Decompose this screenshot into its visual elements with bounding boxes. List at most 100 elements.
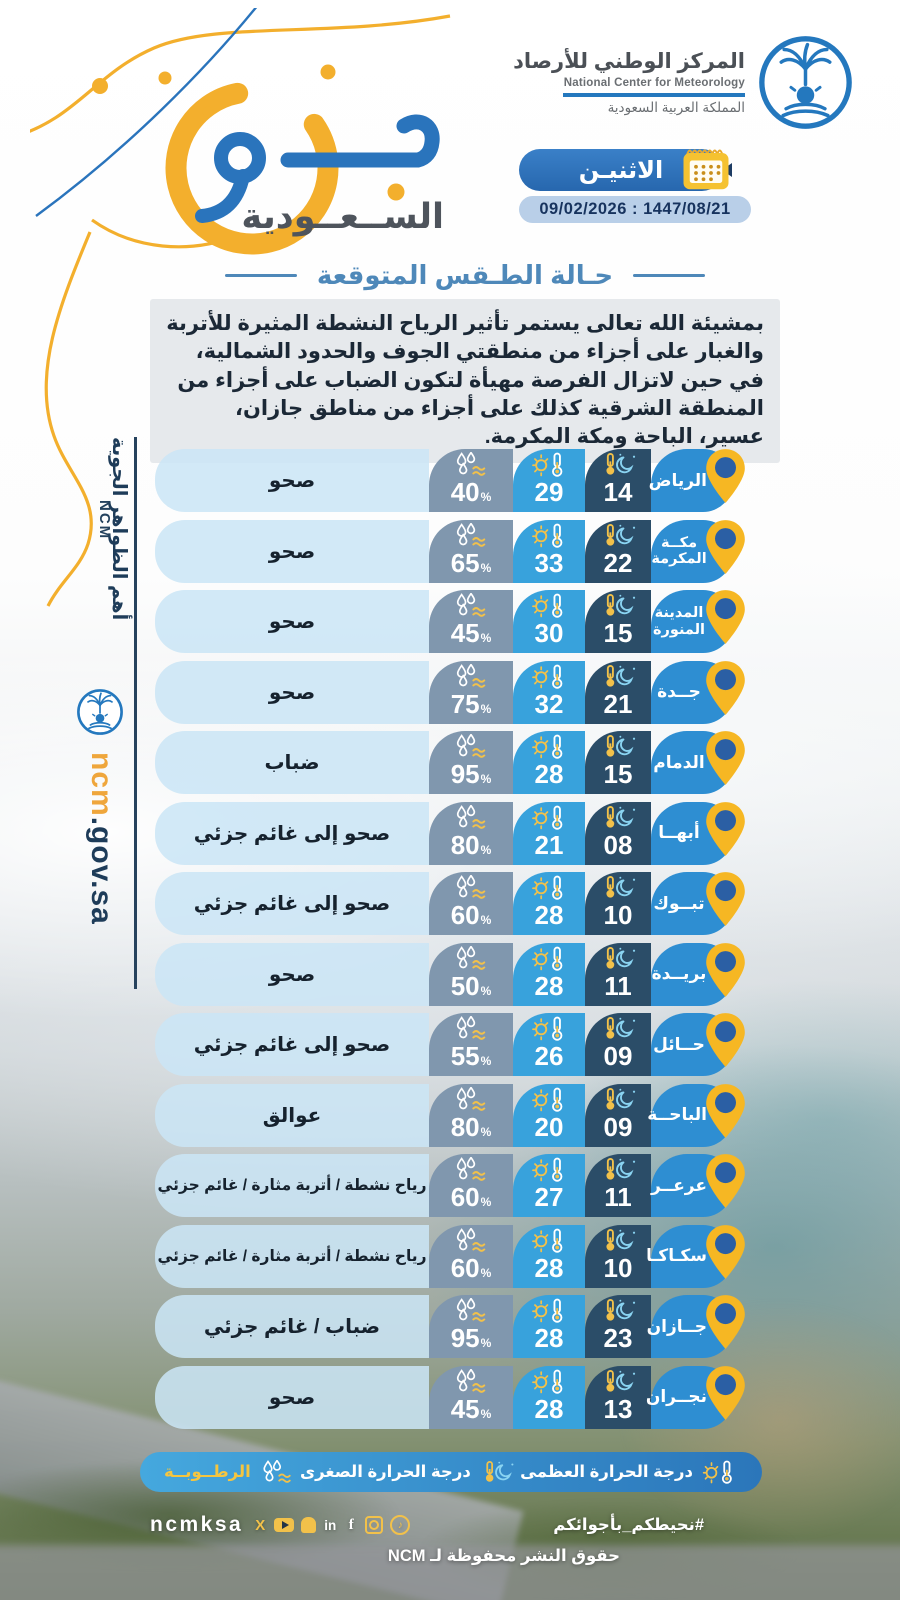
city-name: سكـاكـا bbox=[646, 1246, 707, 1266]
calendar-icon bbox=[681, 143, 731, 193]
date-banner: الاثنيـن 09/02/2026 : 1447/08/21 bbox=[519, 149, 751, 223]
legend-max-label: درجة الحرارة العظمى bbox=[520, 1463, 693, 1481]
hashtag[interactable]: #نحيطكم_بأجوائكم bbox=[553, 1516, 704, 1534]
humidity-value: 80 bbox=[450, 1111, 480, 1142]
snapchat-icon[interactable] bbox=[301, 1517, 317, 1533]
sun-thermometer-icon bbox=[700, 1460, 738, 1484]
moon-thermometer-icon bbox=[596, 734, 640, 759]
city-name: تبــوك bbox=[653, 893, 705, 913]
max-temp-value: 32 bbox=[534, 688, 564, 719]
city-name: المدينة المنورة bbox=[652, 605, 706, 638]
condition-text: ضباب bbox=[264, 752, 320, 774]
min-temp-cell: 23 bbox=[585, 1295, 651, 1358]
humidity-value: 50 bbox=[450, 970, 480, 1001]
min-temp-value: 22 bbox=[603, 547, 633, 578]
sun-thermometer-icon bbox=[527, 946, 571, 971]
humidity-value: 60 bbox=[450, 900, 480, 930]
x-icon[interactable] bbox=[253, 1516, 267, 1534]
humidity-icon bbox=[449, 1228, 493, 1253]
copyright-text: حقوق النشر محفوظة لـ NCM bbox=[387, 1547, 621, 1565]
humidity-icon bbox=[449, 1157, 493, 1182]
moon-thermometer-icon bbox=[596, 1016, 640, 1041]
legend-humidity-label: الرطــوبــة bbox=[164, 1463, 251, 1481]
location-pin-icon bbox=[702, 1292, 749, 1352]
humidity-icon bbox=[449, 1016, 493, 1041]
min-temp-value: 21 bbox=[603, 688, 633, 719]
percent-sign: % bbox=[480, 631, 492, 645]
section-title: حـالة الطـقس المتوقعة bbox=[316, 260, 614, 290]
humidity-cell: 80% bbox=[429, 1083, 513, 1147]
max-temp-cell: 27 bbox=[513, 1154, 585, 1217]
min-temp-cell: 11 bbox=[585, 942, 651, 1006]
facebook-icon[interactable] bbox=[344, 1516, 358, 1534]
percent-sign: % bbox=[480, 1195, 492, 1209]
condition-cell: صحو إلى غائم جزئي bbox=[155, 872, 429, 935]
org-divider bbox=[563, 93, 745, 97]
sun-thermometer-icon bbox=[527, 523, 571, 548]
min-temp-value: 15 bbox=[603, 759, 633, 789]
instagram-icon[interactable] bbox=[365, 1516, 384, 1534]
youtube-icon[interactable] bbox=[274, 1518, 295, 1532]
forecast-row: صحو 50% 28 11 بريــدة bbox=[155, 942, 733, 1006]
dates-text: 09/02/2026 : 1447/08/21 bbox=[539, 200, 731, 218]
min-temp-value: 08 bbox=[603, 829, 633, 860]
humidity-icon bbox=[449, 664, 493, 689]
condition-cell: صحو إلى غائم جزئي bbox=[155, 801, 429, 865]
humidity-icon bbox=[258, 1460, 296, 1484]
moon-thermometer-icon bbox=[596, 946, 640, 971]
percent-sign: % bbox=[480, 1406, 492, 1421]
max-temp-value: 28 bbox=[534, 1393, 564, 1424]
min-temp-cell: 21 bbox=[585, 660, 651, 724]
humidity-value: 95 bbox=[450, 1323, 480, 1353]
city-cell: حــائل bbox=[651, 1013, 733, 1076]
location-pin-icon bbox=[702, 446, 749, 506]
humidity-cell: 80% bbox=[429, 801, 513, 865]
city-name: عرعــر bbox=[651, 1175, 707, 1195]
linkedin-icon[interactable] bbox=[323, 1516, 337, 1534]
humidity-cell: 65% bbox=[429, 519, 513, 583]
percent-sign: % bbox=[480, 490, 492, 504]
condition-text: صحو إلى غائم جزئي bbox=[193, 1034, 391, 1056]
max-temp-value: 28 bbox=[534, 1323, 564, 1353]
percent-sign: % bbox=[480, 913, 492, 927]
forecast-row: صحو 65% 33 22 مكــة المكرمة bbox=[155, 519, 733, 583]
forecast-row: ضباب 95% 28 15 الدمام bbox=[155, 731, 733, 794]
tiktok-icon[interactable] bbox=[390, 1515, 411, 1535]
forecast-row: عوالق 80% 20 09 الباحــة bbox=[155, 1083, 733, 1147]
sidebar-ncm-label: NCM bbox=[96, 500, 113, 541]
min-temp-cell: 09 bbox=[585, 1083, 651, 1147]
humidity-icon bbox=[449, 805, 493, 830]
org-name-arabic: المركز الوطني للأرصاد bbox=[513, 50, 745, 73]
humidity-cell: 60% bbox=[429, 872, 513, 935]
moon-thermometer-icon bbox=[596, 1087, 640, 1112]
humidity-icon bbox=[449, 734, 493, 759]
background-road bbox=[0, 1545, 900, 1600]
max-temp-cell: 28 bbox=[513, 872, 585, 935]
min-temp-cell: 22 bbox=[585, 519, 651, 583]
min-temp-value: 15 bbox=[603, 618, 633, 648]
humidity-icon bbox=[449, 1087, 493, 1112]
city-name: الرياض bbox=[648, 470, 707, 490]
title-dash bbox=[224, 274, 297, 277]
sidebar-divider bbox=[134, 437, 137, 989]
city-name: جــدة bbox=[657, 682, 701, 702]
sun-thermometer-icon bbox=[527, 805, 571, 830]
city-cell: الرياض bbox=[648, 449, 733, 512]
condition-text: رياح نشطة / أتربة مثارة / غائم جزئي bbox=[157, 1177, 427, 1194]
org-country: المملكة العربية السعودية bbox=[607, 100, 745, 115]
percent-sign: % bbox=[480, 701, 492, 716]
percent-sign: % bbox=[480, 1336, 492, 1350]
sun-thermometer-icon bbox=[527, 1157, 571, 1182]
website-url[interactable]: ncm.gov.sa bbox=[85, 752, 118, 925]
city-cell: المدينة المنورة bbox=[651, 590, 733, 653]
city-cell: نجــران bbox=[646, 1365, 733, 1429]
humidity-value: 40 bbox=[450, 477, 480, 507]
max-temp-value: 28 bbox=[534, 900, 564, 930]
max-temp-cell: 21 bbox=[513, 801, 585, 865]
sun-thermometer-icon bbox=[527, 1228, 571, 1253]
day-pill: الاثنيـن bbox=[519, 149, 732, 191]
percent-sign: % bbox=[480, 1265, 492, 1280]
humidity-value: 45 bbox=[450, 618, 480, 648]
percent-sign: % bbox=[480, 983, 492, 998]
social-handle-block: ncmksa bbox=[150, 1513, 411, 1537]
